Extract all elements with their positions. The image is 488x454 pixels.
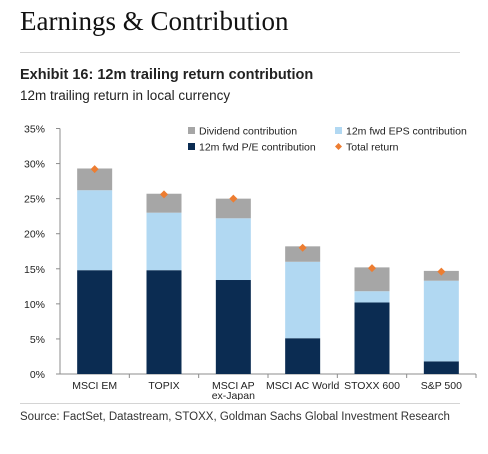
total-return-marker [160, 190, 168, 199]
bar-segment [146, 212, 182, 271]
source-divider [20, 403, 460, 404]
chart-canvas: 0% 5% 10% 15% 20% 25% 30% 35% MSCI EM TOPIX MSCI A… [24, 124, 477, 400]
total-return-marker [437, 267, 446, 276]
bar-segment [146, 270, 182, 374]
y-tick-label: 35% [24, 124, 45, 136]
legend-label: Dividend contribution [199, 126, 297, 138]
legend-label: 12m fwd EPS contribution [346, 126, 467, 138]
y-tick-label: 5% [30, 334, 45, 346]
x-tick-label: S&P 500 [421, 380, 462, 392]
page-heading: Earnings & Contribution [20, 6, 289, 36]
bar-segment [354, 267, 390, 292]
bar-segment [285, 338, 321, 374]
legend-label: 12m fwd P/E contribution [199, 142, 316, 154]
legend-swatch [335, 143, 342, 150]
legend-label: Total return [346, 142, 399, 154]
heading-divider [20, 52, 460, 53]
bar-segment [77, 190, 113, 271]
y-tick-label: 0% [30, 369, 45, 381]
total-return-marker [229, 194, 238, 203]
bar-segment [215, 280, 251, 374]
total-return-marker [298, 243, 307, 252]
bar-segment [285, 246, 321, 262]
source-note: Source: FactSet, Datastream, STOXX, Gold… [20, 411, 450, 423]
bar-segment [423, 270, 459, 281]
bar-segment [354, 302, 390, 374]
bar-segment [77, 270, 113, 374]
total-return-marker [368, 264, 376, 273]
bar-segment [146, 193, 182, 213]
legend-swatch [335, 127, 342, 134]
x-tick-label: ex-Japan [212, 390, 255, 400]
bar-segment [215, 198, 251, 219]
x-tick-label: MSCI AC World [266, 380, 339, 392]
total-return-marker [90, 165, 99, 174]
y-tick-label: 15% [24, 264, 45, 276]
bar-segment [423, 361, 459, 374]
exhibit-title: Exhibit 16: 12m trailing return contribu… [20, 67, 314, 83]
bar-segment [215, 218, 251, 281]
y-tick-label: 30% [24, 159, 45, 171]
y-tick-label: 25% [24, 194, 45, 206]
bar-segment [354, 291, 390, 303]
y-tick-label: 10% [24, 299, 45, 311]
bar-segment [285, 261, 321, 339]
x-tick-label: STOXX 600 [344, 380, 400, 392]
x-tick-label: TOPIX [148, 380, 179, 392]
legend-swatch [188, 143, 195, 150]
x-tick-label: MSCI AP [212, 380, 255, 392]
bar-segment [423, 280, 459, 362]
chart-subtitle: 12m trailing return in local currency [20, 88, 231, 103]
legend-swatch [188, 127, 195, 134]
y-tick-label: 20% [24, 229, 45, 241]
x-tick-label: MSCI EM [72, 380, 117, 392]
bar-segment [77, 168, 113, 191]
